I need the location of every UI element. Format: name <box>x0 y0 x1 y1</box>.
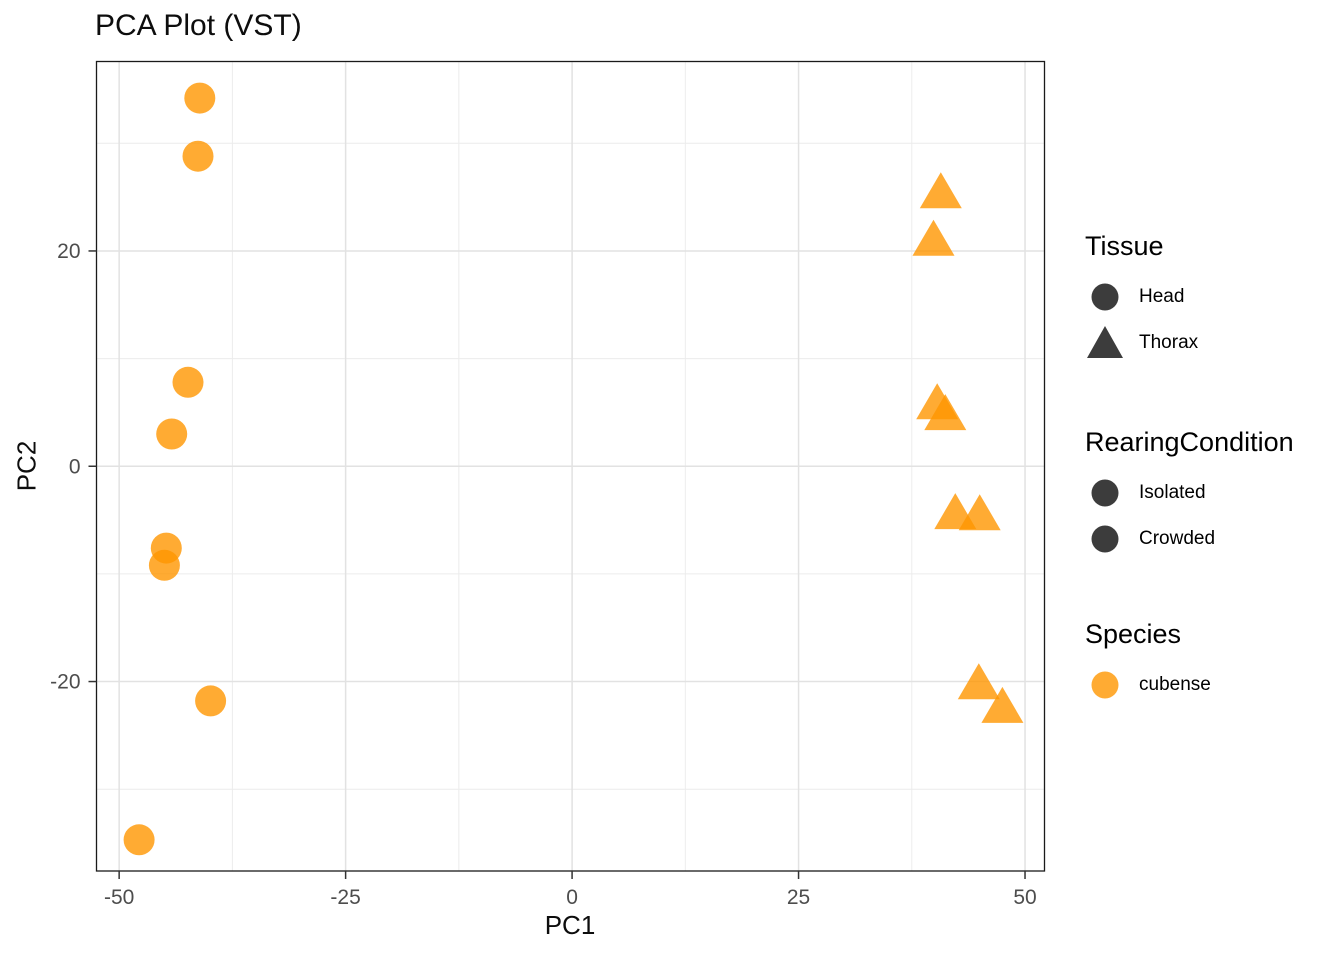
legend-item-thorax: Thorax <box>1085 320 1198 366</box>
x-tick-label: -25 <box>330 886 360 909</box>
legend-label-cubense: cubense <box>1139 674 1211 695</box>
data-point-thorax <box>957 663 1000 700</box>
legend-item-head: Head <box>1085 274 1198 320</box>
x-tick-label: 25 <box>787 886 810 909</box>
legend-tissue: Tissue Head Thorax <box>1085 230 1198 366</box>
isolated-circle-icon <box>1091 479 1119 507</box>
x-tick-label: 50 <box>1013 886 1036 909</box>
cubense-circle-icon <box>1091 671 1119 699</box>
y-tick-label: 20 <box>57 240 80 263</box>
data-point-thorax <box>912 219 955 256</box>
legend-species: Species cubense <box>1085 618 1211 708</box>
y-axis-title: PC2 <box>11 440 42 492</box>
x-tick-label: 0 <box>566 886 578 909</box>
crowded-circle-icon <box>1091 525 1119 553</box>
data-point-thorax <box>981 686 1024 723</box>
data-point-head <box>195 685 227 717</box>
data-point-thorax <box>958 494 1001 531</box>
legend-label-crowded: Crowded <box>1139 528 1216 549</box>
legend-rearing-condition: RearingCondition Isolated Crowded <box>1085 426 1294 562</box>
legend-item-crowded: Crowded <box>1085 516 1294 562</box>
y-tick-label: -20 <box>50 671 80 694</box>
x-axis-title: PC1 <box>544 910 596 940</box>
data-point-thorax <box>924 394 967 431</box>
legend-rearing-title: RearingCondition <box>1085 427 1294 457</box>
legend-label-head: Head <box>1139 286 1185 307</box>
data-point-thorax <box>919 172 962 209</box>
chart-title: PCA Plot (VST) <box>95 9 302 42</box>
data-point-head <box>123 824 155 856</box>
head-circle-icon <box>1091 283 1119 311</box>
legend-species-title: Species <box>1085 619 1182 649</box>
data-point-head <box>182 140 214 172</box>
x-tick-label: -50 <box>104 886 134 909</box>
legend-item-cubense: cubense <box>1085 662 1211 708</box>
legend-tissue-title: Tissue <box>1085 231 1164 261</box>
legend-item-isolated: Isolated <box>1085 470 1294 516</box>
thorax-triangle-icon <box>1087 326 1123 358</box>
legend-label-isolated: Isolated <box>1139 482 1206 503</box>
data-point-head <box>156 418 188 450</box>
y-tick-label: 0 <box>69 455 81 478</box>
data-point-head <box>172 366 204 398</box>
legend-label-thorax: Thorax <box>1139 332 1199 353</box>
data-point-head <box>184 82 216 114</box>
data-point-head <box>148 549 180 581</box>
